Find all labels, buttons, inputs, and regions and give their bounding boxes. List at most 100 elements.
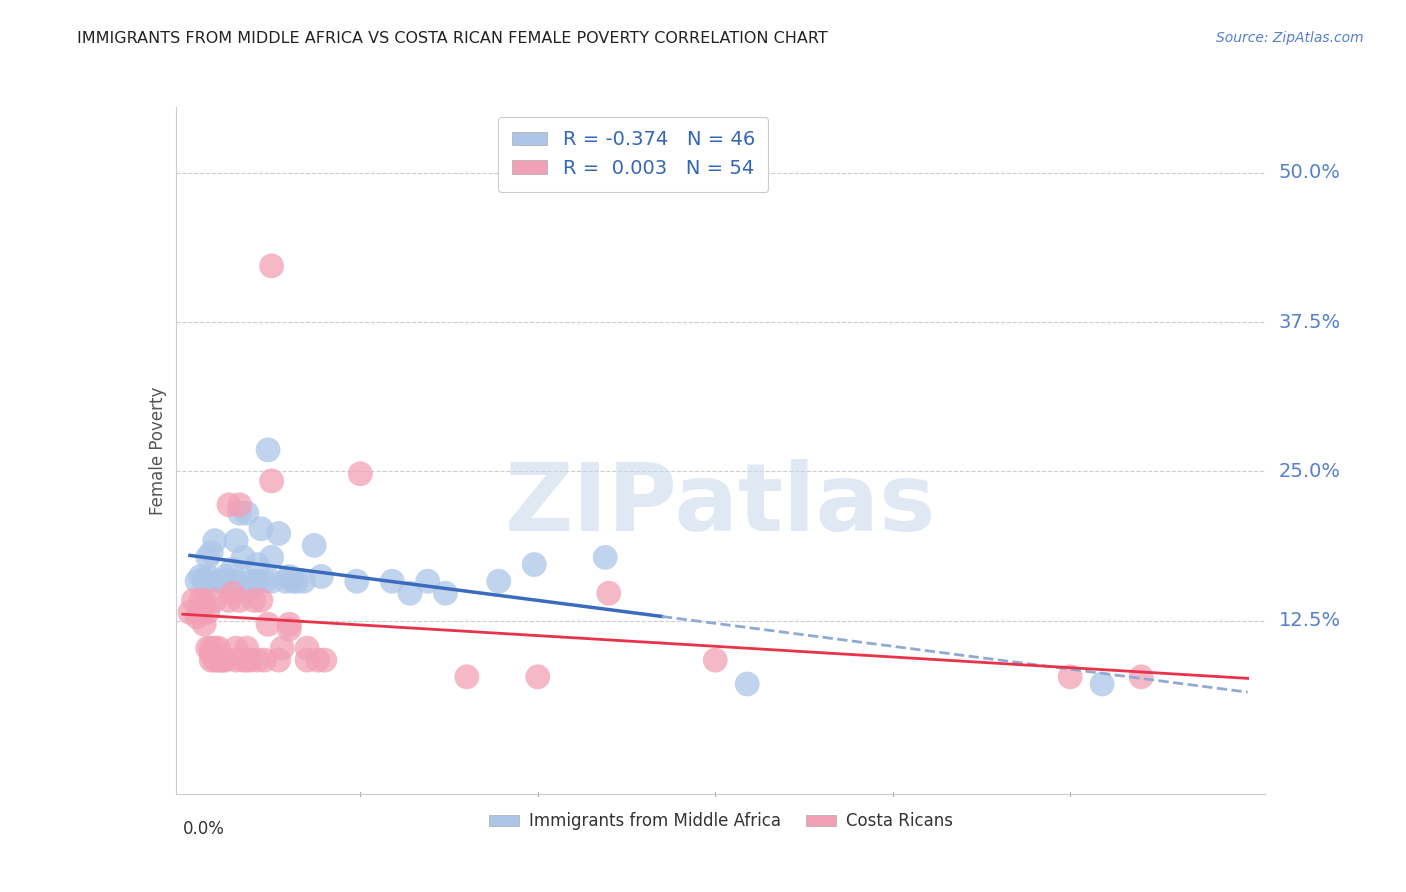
Point [200,545,222,559]
Point [218,498,240,512]
Point [260,474,283,488]
Point [278,617,301,632]
Point [225,533,247,548]
Point [225,641,247,656]
Point [250,522,273,536]
Point [285,574,308,589]
Point [253,574,276,589]
Point [214,653,236,667]
Point [200,641,222,656]
Point [1091,677,1114,691]
Point [278,622,301,636]
Point [211,653,233,667]
Point [225,574,247,589]
Point [193,574,215,589]
Point [295,641,318,656]
Point [281,574,304,589]
Point [311,569,333,583]
Point [1059,670,1081,684]
Point [235,506,257,520]
Point [179,605,201,619]
Point [246,558,269,572]
Point [239,574,262,589]
Point [214,569,236,583]
Point [190,593,212,607]
Point [260,574,283,589]
Legend: Immigrants from Middle Africa, Costa Ricans: Immigrants from Middle Africa, Costa Ric… [482,805,959,837]
Point [228,506,250,520]
Point [295,653,318,667]
Point [704,653,727,667]
Point [218,574,240,589]
Text: 25.0%: 25.0% [1278,462,1340,481]
Point [302,538,325,552]
Point [250,593,273,607]
Point [204,653,226,667]
Point [257,617,280,632]
Point [399,586,422,600]
Point [197,641,219,656]
Point [193,598,215,612]
Point [211,653,233,667]
Point [218,593,240,607]
Point [416,574,439,589]
Point [243,574,266,589]
Point [274,574,297,589]
Point [235,653,257,667]
Point [593,550,616,565]
Point [197,550,219,565]
Point [292,574,315,589]
Point [735,677,758,691]
Point [204,533,226,548]
Point [207,653,229,667]
Point [214,574,236,589]
Point [204,593,226,607]
Point [246,574,269,589]
Text: ZIPatlas: ZIPatlas [505,459,936,551]
Point [232,550,254,565]
Point [207,641,229,656]
Point [257,442,280,457]
Point [225,653,247,667]
Point [193,593,215,607]
Point [349,467,371,481]
Point [267,653,290,667]
Point [456,670,478,684]
Point [260,550,283,565]
Point [197,605,219,619]
Point [186,610,208,624]
Point [271,641,294,656]
Point [346,574,368,589]
Point [239,653,262,667]
Point [381,574,404,589]
Point [204,641,226,656]
Point [221,562,243,576]
Text: 50.0%: 50.0% [1278,163,1340,182]
Text: 37.5%: 37.5% [1278,312,1340,332]
Point [190,605,212,619]
Point [228,498,250,512]
Point [598,586,620,600]
Point [1130,670,1153,684]
Y-axis label: Female Poverty: Female Poverty [149,386,167,515]
Point [307,653,329,667]
Point [267,526,290,541]
Point [488,574,510,589]
Point [183,593,205,607]
Point [211,574,233,589]
Point [235,641,257,656]
Point [314,653,336,667]
Point [243,593,266,607]
Point [260,259,283,273]
Point [207,574,229,589]
Text: IMMIGRANTS FROM MIDDLE AFRICA VS COSTA RICAN FEMALE POVERTY CORRELATION CHART: IMMIGRANTS FROM MIDDLE AFRICA VS COSTA R… [77,31,828,46]
Point [232,653,254,667]
Point [193,617,215,632]
Point [200,646,222,660]
Text: Source: ZipAtlas.com: Source: ZipAtlas.com [1216,31,1364,45]
Text: 12.5%: 12.5% [1278,611,1340,630]
Point [434,586,457,600]
Point [200,653,222,667]
Point [526,670,548,684]
Point [253,653,276,667]
